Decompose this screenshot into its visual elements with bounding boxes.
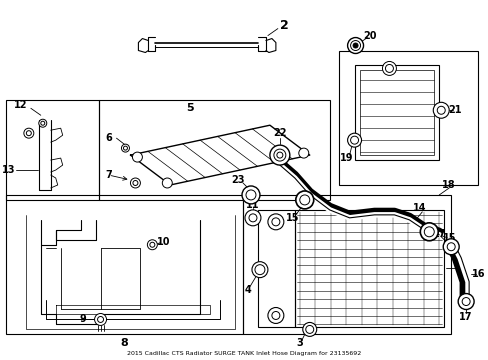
- Text: 23: 23: [231, 175, 244, 185]
- Circle shape: [269, 145, 289, 165]
- Circle shape: [420, 223, 437, 241]
- Circle shape: [347, 37, 363, 54]
- Text: 12: 12: [14, 100, 27, 110]
- Circle shape: [162, 178, 172, 188]
- Circle shape: [457, 293, 473, 310]
- Circle shape: [251, 262, 267, 278]
- Circle shape: [298, 148, 308, 158]
- Circle shape: [442, 239, 458, 255]
- Text: 18: 18: [442, 180, 455, 190]
- Circle shape: [302, 323, 316, 336]
- Circle shape: [132, 152, 142, 162]
- Text: 1: 1: [455, 263, 462, 273]
- Circle shape: [295, 191, 313, 209]
- Bar: [6, 100, 99, 200]
- Text: 17: 17: [431, 229, 445, 239]
- Text: 8: 8: [121, 338, 128, 348]
- Bar: [258, 210, 294, 328]
- Text: 9: 9: [79, 314, 86, 324]
- Text: 7: 7: [105, 170, 112, 180]
- Circle shape: [432, 102, 448, 118]
- Text: 20: 20: [362, 31, 375, 41]
- Circle shape: [147, 240, 157, 250]
- Text: 16: 16: [471, 269, 485, 279]
- Text: 2015 Cadillac CTS Radiator SURGE TANK Inlet Hose Diagram for 23135692: 2015 Cadillac CTS Radiator SURGE TANK In…: [126, 351, 361, 356]
- Circle shape: [267, 307, 283, 323]
- Circle shape: [130, 178, 140, 188]
- Text: 6: 6: [105, 133, 112, 143]
- Circle shape: [244, 210, 261, 226]
- Text: 14: 14: [412, 203, 425, 213]
- Text: 19: 19: [339, 153, 353, 163]
- Circle shape: [94, 314, 106, 325]
- Circle shape: [347, 133, 361, 147]
- Text: 22: 22: [273, 128, 286, 138]
- Circle shape: [242, 186, 260, 204]
- Text: 11: 11: [246, 200, 259, 210]
- Bar: [99, 100, 329, 200]
- Circle shape: [121, 144, 129, 152]
- Bar: [354, 66, 438, 160]
- Text: 15: 15: [285, 213, 299, 223]
- Text: 15: 15: [442, 233, 455, 243]
- Bar: [243, 195, 450, 334]
- Circle shape: [382, 62, 396, 75]
- Text: 5: 5: [186, 103, 194, 113]
- Bar: [294, 210, 443, 328]
- Circle shape: [352, 43, 357, 48]
- Circle shape: [39, 119, 47, 127]
- Text: 3: 3: [296, 338, 303, 348]
- Bar: [338, 50, 477, 185]
- Text: 21: 21: [447, 105, 461, 115]
- Bar: [359, 71, 433, 155]
- Circle shape: [267, 214, 283, 230]
- Text: 17: 17: [458, 312, 472, 323]
- Text: 4: 4: [244, 284, 251, 294]
- Text: 2: 2: [280, 19, 288, 32]
- Bar: [6, 195, 243, 334]
- Circle shape: [24, 128, 34, 138]
- Text: 13: 13: [2, 165, 16, 175]
- Text: 10: 10: [156, 237, 170, 247]
